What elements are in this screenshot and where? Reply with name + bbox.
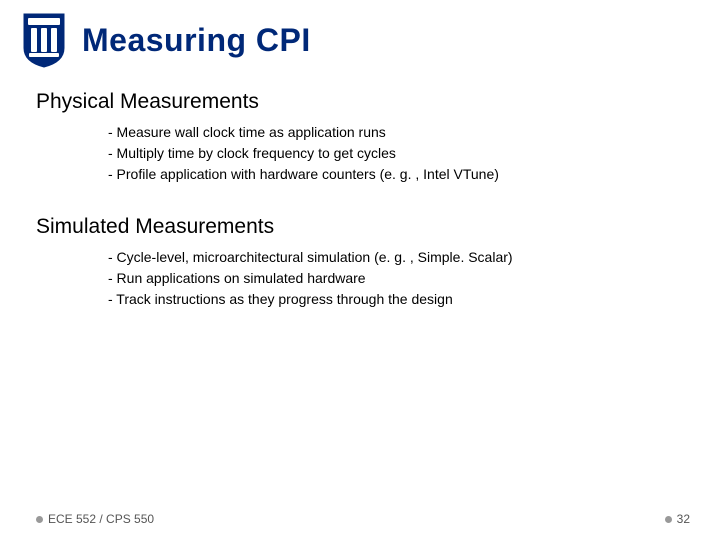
university-shield-logo <box>20 12 68 68</box>
bullet-dot-icon <box>36 516 43 523</box>
section-heading: Physical Measurements <box>36 90 684 114</box>
footer-right: 32 <box>665 512 690 526</box>
bullet-item: - Profile application with hardware coun… <box>108 164 684 185</box>
section-heading: Simulated Measurements <box>36 215 684 239</box>
section-simulated: Simulated Measurements - Cycle-level, mi… <box>0 185 720 310</box>
bullet-item: - Track instructions as they progress th… <box>108 289 684 310</box>
bullet-dot-icon <box>665 516 672 523</box>
section-physical: Physical Measurements - Measure wall clo… <box>0 76 720 185</box>
slide-header: Measuring CPI <box>0 0 720 76</box>
bullet-item: - Multiply time by clock frequency to ge… <box>108 143 684 164</box>
page-number: 32 <box>677 512 690 526</box>
bullet-item: - Cycle-level, microarchitectural simula… <box>108 247 684 268</box>
course-code: ECE 552 / CPS 550 <box>48 512 154 526</box>
slide-title: Measuring CPI <box>82 22 311 59</box>
bullet-list: - Cycle-level, microarchitectural simula… <box>36 247 684 310</box>
slide-footer: ECE 552 / CPS 550 32 <box>0 512 720 526</box>
bullet-item: - Run applications on simulated hardware <box>108 268 684 289</box>
bullet-list: - Measure wall clock time as application… <box>36 122 684 185</box>
footer-left: ECE 552 / CPS 550 <box>36 512 154 526</box>
bullet-item: - Measure wall clock time as application… <box>108 122 684 143</box>
